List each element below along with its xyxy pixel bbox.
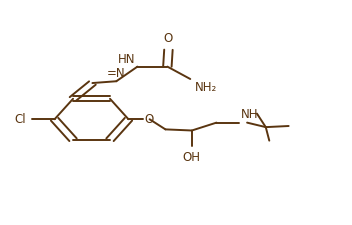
Text: HN: HN xyxy=(118,53,136,66)
Text: OH: OH xyxy=(183,151,201,164)
Text: O: O xyxy=(144,113,153,126)
Text: NH: NH xyxy=(240,108,258,121)
Text: Cl: Cl xyxy=(14,113,26,126)
Text: NH₂: NH₂ xyxy=(194,81,217,94)
Text: =N: =N xyxy=(107,67,126,80)
Text: O: O xyxy=(164,32,173,45)
